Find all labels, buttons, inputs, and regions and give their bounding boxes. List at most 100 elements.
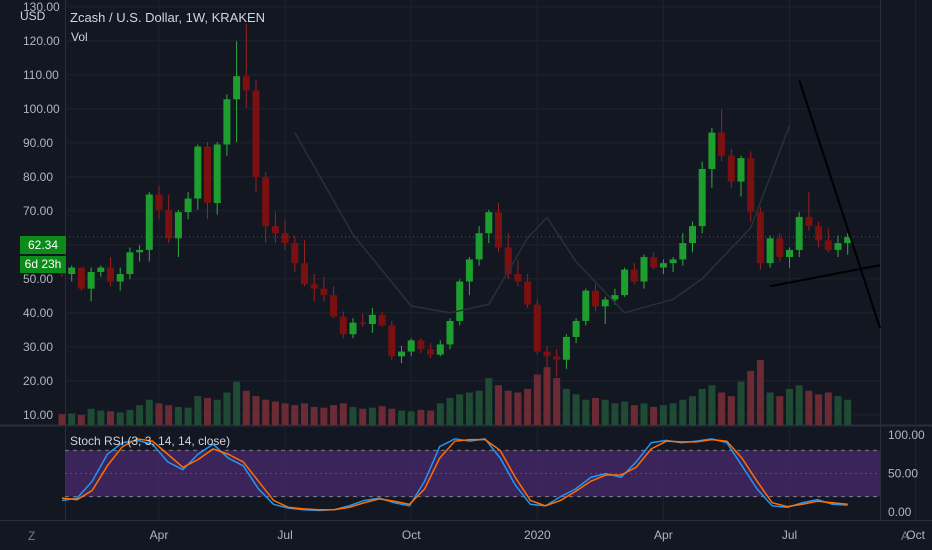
volume-bar bbox=[456, 394, 464, 425]
candle-body bbox=[136, 249, 144, 253]
price-tick-label: 30.00 bbox=[23, 340, 53, 354]
trend-line bbox=[769, 264, 881, 288]
candle-body bbox=[301, 263, 308, 285]
trend-overlays bbox=[65, 79, 881, 329]
volume-bar bbox=[650, 406, 658, 425]
volume-bar bbox=[136, 405, 144, 425]
price-value: 62.34 bbox=[27, 238, 59, 252]
candle-body bbox=[824, 240, 832, 250]
volume-bar bbox=[77, 414, 85, 425]
candle-body bbox=[514, 274, 522, 282]
price-tick-label: 40.00 bbox=[23, 306, 53, 320]
volume-bar bbox=[815, 394, 823, 425]
candle-body bbox=[747, 158, 755, 213]
volume-label[interactable]: Vol bbox=[71, 30, 88, 44]
candle-body bbox=[310, 284, 318, 289]
countdown-value: 6d 23h bbox=[24, 257, 62, 271]
volume-bar bbox=[669, 403, 677, 425]
candle-body bbox=[262, 177, 270, 227]
volume-bar bbox=[145, 399, 153, 425]
candle-body bbox=[68, 267, 76, 275]
candle-body bbox=[271, 226, 279, 234]
volume-bar bbox=[436, 403, 444, 425]
stoch-tick-label: 50.00 bbox=[888, 467, 918, 481]
timezone-button[interactable]: Z bbox=[28, 529, 36, 543]
volume-bar bbox=[475, 390, 483, 425]
volume-bar bbox=[252, 396, 260, 425]
volume-bar bbox=[242, 390, 250, 425]
volume-bar bbox=[562, 388, 570, 425]
candle-body bbox=[795, 216, 803, 250]
volume-bar bbox=[611, 403, 619, 425]
candle-body bbox=[436, 344, 444, 355]
volume-bar bbox=[378, 406, 386, 425]
candle-body bbox=[465, 259, 473, 282]
candle-body bbox=[834, 243, 842, 250]
candle-body bbox=[592, 290, 599, 307]
candle-body bbox=[417, 340, 425, 350]
candle-body bbox=[281, 233, 289, 244]
candle-body bbox=[407, 340, 415, 352]
volume-bar bbox=[766, 392, 774, 425]
volume-bar bbox=[495, 385, 502, 425]
candle-body bbox=[659, 263, 667, 268]
volume-bar bbox=[107, 411, 114, 425]
candle-body bbox=[165, 209, 173, 239]
price-tag: 62.34 bbox=[20, 236, 66, 254]
auto-scale-button[interactable]: A bbox=[901, 529, 910, 543]
candle-body bbox=[87, 272, 95, 289]
price-tick-label: 50.00 bbox=[23, 272, 53, 286]
candle-body bbox=[562, 336, 570, 360]
candle-body bbox=[204, 146, 211, 203]
volume-bar bbox=[262, 399, 270, 425]
candle-body bbox=[349, 322, 357, 335]
candle-body bbox=[145, 194, 153, 250]
candle-body bbox=[242, 76, 250, 91]
volume-bar bbox=[58, 414, 66, 425]
volume-bar bbox=[184, 407, 192, 425]
candle-body bbox=[378, 314, 386, 326]
volume-bar bbox=[368, 407, 376, 425]
time-tick-label: Oct bbox=[906, 528, 925, 542]
countdown-tag: 6d 23h bbox=[20, 256, 66, 273]
candle-body bbox=[155, 194, 163, 210]
price-tick-label: 100.00 bbox=[23, 102, 60, 116]
volume-bar bbox=[398, 410, 405, 425]
volume-bar bbox=[87, 408, 95, 425]
time-tick-label: 2020 bbox=[524, 528, 551, 542]
volume-bar bbox=[281, 403, 289, 425]
indicator-label[interactable]: Stoch RSI (3, 3, 14, 14, close) bbox=[70, 434, 231, 448]
symbol-title[interactable]: Zcash / U.S. Dollar, 1W, KRAKEN bbox=[70, 10, 266, 25]
candle-body bbox=[97, 267, 105, 272]
price-tick-label: 10.00 bbox=[23, 408, 53, 422]
candle-body bbox=[388, 325, 396, 357]
candle-body bbox=[77, 267, 85, 289]
volume-bar bbox=[213, 399, 221, 425]
price-tick-label: 110.00 bbox=[23, 68, 59, 82]
volume-bar bbox=[68, 413, 76, 425]
volume-bar bbox=[659, 405, 667, 425]
volume-bar bbox=[485, 378, 493, 425]
volume-bar bbox=[834, 396, 842, 425]
drawn-arc-line bbox=[294, 125, 791, 314]
volume-bar bbox=[786, 388, 793, 425]
candle-body bbox=[359, 322, 367, 325]
volume-bar bbox=[640, 403, 648, 425]
candle-body bbox=[630, 269, 638, 282]
volume-bar bbox=[465, 392, 473, 425]
volume-bar bbox=[320, 407, 328, 425]
candle-body bbox=[533, 304, 541, 352]
volume-bar bbox=[194, 396, 202, 425]
price-tick-label: 130.00 bbox=[23, 0, 60, 14]
candle-body bbox=[233, 76, 241, 100]
volume-bar bbox=[727, 396, 735, 425]
candle-body bbox=[708, 132, 716, 169]
volume-bar bbox=[844, 399, 852, 425]
candle-body bbox=[339, 316, 347, 335]
volume-bar bbox=[417, 409, 425, 425]
volume-bar bbox=[97, 410, 105, 425]
volume-bar bbox=[126, 409, 134, 425]
candle-body bbox=[640, 257, 648, 282]
candle-body bbox=[553, 356, 561, 360]
